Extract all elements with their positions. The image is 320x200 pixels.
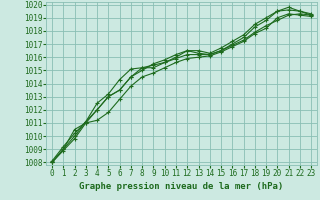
X-axis label: Graphe pression niveau de la mer (hPa): Graphe pression niveau de la mer (hPa) (79, 182, 284, 191)
